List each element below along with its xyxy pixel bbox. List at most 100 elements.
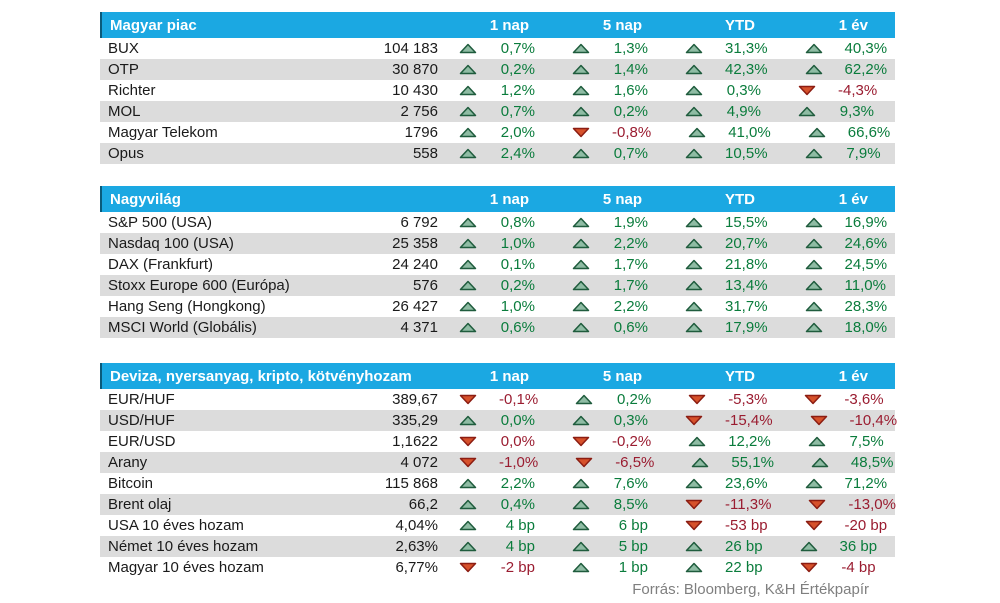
up-arrow-icon — [438, 520, 499, 531]
change-cell: 2,2% — [551, 235, 664, 252]
change-value: 16,9% — [844, 214, 888, 231]
change-cell: 31,3% — [664, 40, 784, 57]
instrument-value: 1796 — [404, 124, 438, 141]
change-cell: 1,2% — [438, 82, 551, 99]
up-arrow-icon — [551, 43, 612, 54]
table-row: OTP 30 870 0,2% 1,4% 42,3% 62,2% — [100, 59, 895, 80]
up-arrow-icon — [554, 394, 615, 405]
change-cell: 7,9% — [784, 145, 897, 162]
change-value: 1,0% — [500, 235, 535, 252]
up-arrow-icon — [784, 280, 845, 291]
change-value: 11,0% — [844, 277, 886, 294]
market-table: Magyar piac 1 nap 5 nap YTD 1 év BUX 104 183 0,… — [100, 12, 895, 164]
table-row: Opus 558 2,4% 0,7% 10,5% 7,9% — [100, 143, 895, 164]
change-value: 6 bp — [618, 517, 648, 534]
instrument-value: 4,04% — [395, 517, 438, 534]
change-value: -11,3% — [725, 496, 772, 513]
down-arrow-icon — [438, 394, 499, 405]
change-cell: 1,0% — [438, 298, 551, 315]
down-arrow-icon — [551, 436, 612, 447]
change-value: -53 bp — [725, 517, 768, 534]
change-cell: 16,9% — [784, 214, 904, 231]
up-arrow-icon — [438, 64, 499, 75]
change-value: 24,5% — [844, 256, 888, 273]
table-row: EUR/USD 1,1622 0,0% -0,2% 12,2% 7,5% — [100, 431, 895, 452]
instrument-value: 24 240 — [392, 256, 438, 273]
change-value: 2,2% — [500, 475, 535, 492]
change-cell: 7,6% — [551, 475, 664, 492]
instrument-value: 2,63% — [395, 538, 438, 555]
change-cell: 1 bp — [551, 559, 664, 576]
instrument-value: 26 427 — [392, 298, 438, 315]
up-arrow-icon — [438, 259, 499, 270]
up-arrow-icon — [777, 106, 838, 117]
column-header: YTD — [725, 190, 755, 208]
instrument-value: 558 — [412, 145, 438, 162]
instrument-value: 335,29 — [392, 412, 438, 429]
up-arrow-icon — [551, 85, 612, 96]
change-value: 55,1% — [731, 454, 774, 471]
column-header: 1 év — [838, 367, 868, 385]
up-arrow-icon — [551, 415, 612, 426]
up-arrow-icon — [551, 64, 612, 75]
up-arrow-icon — [664, 280, 725, 291]
column-header: 1 év — [838, 16, 868, 34]
change-cell: -13,0% — [787, 496, 912, 513]
change-cell: 31,7% — [664, 298, 784, 315]
change-value: 28,3% — [844, 298, 888, 315]
up-arrow-icon — [438, 148, 499, 159]
change-cell: 66,6% — [787, 124, 907, 141]
table-row: USA 10 éves hozam 4,04% 4 bp 6 bp -53 bp -20 … — [100, 515, 895, 536]
up-arrow-icon — [664, 562, 725, 573]
change-value: 41,0% — [728, 124, 771, 141]
change-cell: -10,4% — [789, 412, 914, 429]
change-cell: -0,1% — [438, 391, 554, 408]
table-row: Stoxx Europe 600 (Európa) 576 0,2% 1,7% 13,4… — [100, 275, 895, 296]
instrument-name: Német 10 éves hozam — [108, 538, 259, 555]
change-cell: 1,9% — [551, 214, 664, 231]
table-row: Nasdaq 100 (USA) 25 358 1,0% 2,2% 20,7% 24,6% — [100, 233, 895, 254]
change-value: 0,4% — [500, 496, 535, 513]
change-cell: 2,0% — [438, 124, 551, 141]
table-header: Deviza, nyersanyag, kripto, kötvényhozam… — [100, 363, 895, 389]
up-arrow-icon — [438, 478, 499, 489]
change-cell: 10,5% — [664, 145, 784, 162]
down-arrow-icon — [664, 520, 725, 531]
up-arrow-icon — [551, 562, 612, 573]
change-cell: 12,2% — [667, 433, 787, 450]
instrument-value: 389,67 — [392, 391, 438, 408]
up-arrow-icon — [664, 85, 725, 96]
source-note: Forrás: Bloomberg, K&H Értékpapír — [632, 581, 869, 598]
change-value: 0,3% — [613, 412, 648, 429]
change-value: 7,6% — [613, 475, 648, 492]
up-arrow-icon — [790, 457, 851, 468]
change-value: -2 bp — [500, 559, 535, 576]
table-row: Richter 10 430 1,2% 1,6% 0,3% -4,3% — [100, 80, 895, 101]
change-cell: -15,4% — [664, 412, 789, 429]
change-cell: -1,0% — [438, 454, 554, 471]
down-arrow-icon — [667, 394, 728, 405]
change-value: 4,9% — [726, 103, 761, 120]
change-value: 17,9% — [725, 319, 768, 336]
change-value: 12,2% — [728, 433, 771, 450]
up-arrow-icon — [664, 43, 725, 54]
change-value: 10,5% — [725, 145, 768, 162]
up-arrow-icon — [438, 238, 499, 249]
instrument-name: S&P 500 (USA) — [108, 214, 212, 231]
change-value: 2,4% — [500, 145, 535, 162]
change-cell: 0,1% — [438, 256, 551, 273]
column-header: YTD — [725, 16, 755, 34]
change-value: -0,1% — [499, 391, 539, 408]
up-arrow-icon — [551, 217, 612, 228]
change-value: 62,2% — [844, 61, 888, 78]
change-value: 31,7% — [725, 298, 768, 315]
up-arrow-icon — [438, 85, 499, 96]
market-report: Magyar piac 1 nap 5 nap YTD 1 év BUX 104 183 0,… — [100, 12, 897, 598]
change-value: 8,5% — [613, 496, 648, 513]
instrument-name: Bitcoin — [108, 475, 154, 492]
change-cell: 1,7% — [551, 277, 664, 294]
change-value: -0,8% — [612, 124, 652, 141]
change-value: 0,7% — [500, 40, 535, 57]
column-header: 5 nap — [602, 367, 642, 385]
up-arrow-icon — [551, 499, 612, 510]
